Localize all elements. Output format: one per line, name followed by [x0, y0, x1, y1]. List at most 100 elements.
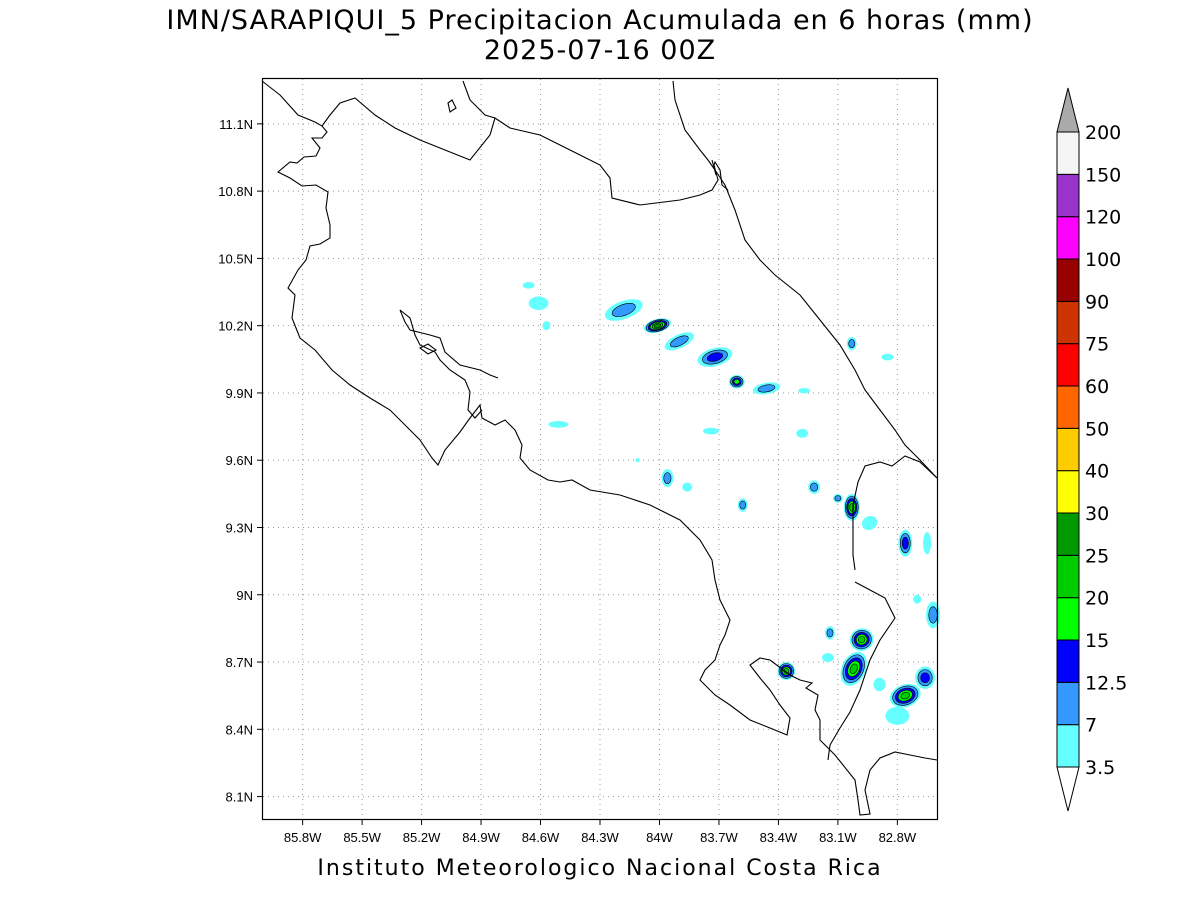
lake-shore-east — [711, 159, 717, 176]
lon-tick-label: 85.2W — [403, 830, 441, 845]
precip-cell — [885, 706, 910, 725]
precip-contour-7 — [611, 303, 636, 317]
lon-tick-label: 83.4W — [760, 830, 798, 845]
island — [447, 99, 457, 113]
border-nicaragua — [321, 97, 729, 206]
colorbar-swatch — [1056, 216, 1080, 260]
colorbar-swatch — [1056, 427, 1080, 472]
lon-tick-label: 82.8W — [879, 830, 917, 845]
precip-cell — [528, 296, 549, 310]
precip-cell — [808, 480, 821, 494]
precip-contour-7 — [757, 384, 776, 393]
colorbar-label: 25 — [1085, 545, 1109, 567]
precip-cell — [604, 299, 643, 321]
precip-contour-3.5 — [881, 353, 894, 361]
colorbar-label: 3.5 — [1085, 757, 1115, 779]
precip-cell — [915, 666, 936, 689]
precip-cell — [926, 601, 940, 629]
precip-cell — [643, 318, 672, 334]
lat-tick-label: 10.5N — [218, 251, 253, 266]
precip-cell — [737, 498, 748, 512]
footer-credit: Instituto Meteorologico Nacional Costa R… — [317, 856, 883, 881]
nicoya-gulf — [399, 309, 483, 419]
colorbar-swatch — [1056, 681, 1080, 726]
coastline-main — [261, 80, 938, 816]
precip-cell — [881, 353, 894, 361]
precip-cell — [832, 493, 843, 503]
precip-contour-3.5 — [913, 594, 922, 604]
precip-contour-7 — [810, 482, 819, 492]
precip-cell — [682, 482, 693, 492]
precip-contour-20 — [900, 691, 910, 700]
colorbar-label: 120 — [1085, 207, 1121, 229]
colorbar-legend: 3.5 7 12.5 15 20 25 30 40 50 60 75 90 100 120 150 200 — [1056, 87, 1127, 812]
precip-cell — [846, 336, 857, 351]
precip-contour-3.5 — [548, 420, 569, 428]
precip-cell — [635, 457, 640, 463]
lon-tick-label: 84.6W — [522, 830, 560, 845]
precip-contour-3.5 — [798, 388, 811, 394]
precip-contour-3.5 — [528, 296, 549, 310]
colorbar-swatch — [1056, 343, 1080, 387]
precip-cell — [822, 653, 834, 663]
precip-contour-7 — [928, 606, 938, 624]
precip-cell — [728, 375, 745, 389]
precip-contour-20 — [849, 663, 858, 674]
lon-tick-label: 84.3W — [581, 830, 619, 845]
map-title: IMN/SARAPIQUI_5 Precipitacion Acumulada … — [166, 5, 1034, 36]
precip-cell — [861, 515, 878, 531]
coast-caribbean — [672, 80, 938, 479]
precip-cell — [923, 531, 932, 555]
colorbar-label: 50 — [1085, 418, 1109, 440]
lon-tick-label: 83.7W — [700, 830, 738, 845]
precip-contour-25 — [653, 323, 662, 328]
precip-cell — [703, 427, 719, 435]
lon-tick-label: 83.1W — [819, 830, 857, 845]
precip-cell — [824, 626, 835, 640]
lat-tick-label: 8.4N — [226, 722, 253, 737]
precip-contour-3.5 — [885, 706, 910, 725]
chira-island — [418, 343, 438, 355]
colorbar-swatch — [1056, 131, 1080, 175]
nicoya-inner — [399, 309, 499, 379]
colorbar-label: 30 — [1085, 503, 1109, 525]
precip-contour-3.5 — [522, 281, 535, 289]
precip-cell — [548, 420, 569, 428]
lon-tick-label: 84.9W — [462, 830, 500, 845]
precip-cell — [798, 388, 811, 394]
lat-tick-label: 9N — [236, 588, 253, 603]
precip-contour-7 — [669, 335, 689, 348]
precip-cell — [873, 677, 886, 692]
colorbar-swatch — [1056, 597, 1080, 641]
colorbar-label: 20 — [1085, 588, 1109, 610]
precip-cell — [898, 529, 913, 557]
precip-cell — [522, 281, 535, 289]
lat-tick-label: 9.3N — [226, 520, 253, 535]
colorbar-label: 60 — [1085, 376, 1109, 398]
precip-contour-3.5 — [822, 653, 834, 663]
colorbar-label: 90 — [1085, 291, 1109, 313]
precip-cell — [840, 651, 867, 686]
precipitation-contours — [522, 281, 940, 725]
precip-cell — [752, 382, 781, 395]
precip-contour-3.5 — [703, 427, 719, 435]
colorbar-swatch — [1056, 258, 1080, 302]
precip-contour-15 — [733, 379, 740, 385]
precip-contour-3.5 — [542, 321, 551, 331]
colorbar-label: 75 — [1085, 334, 1109, 356]
colorbar-label: 40 — [1085, 461, 1109, 483]
precip-cell — [849, 628, 874, 651]
precip-contour-3.5 — [873, 677, 886, 692]
colorbar-swatch — [1056, 470, 1080, 514]
map-subtitle-date: 2025-07-16 00Z — [483, 35, 717, 66]
lon-tick-label: 84W — [646, 830, 673, 845]
lat-tick-label: 8.1N — [226, 790, 253, 805]
colorbar-swatch — [1056, 724, 1080, 768]
colorbar-swatch — [1056, 385, 1080, 429]
lat-tick-label: 11.1N — [219, 117, 253, 132]
colorbar-under-triangle — [1056, 766, 1080, 812]
precip-contour-3.5 — [682, 482, 693, 492]
lat-tick-label: 10.2N — [218, 319, 253, 334]
axis-labels: 85.8W 85.5W 85.2W 84.9W 84.6W 84.3W 84W 83.7W 83… — [218, 117, 917, 845]
precip-cell — [796, 428, 809, 438]
